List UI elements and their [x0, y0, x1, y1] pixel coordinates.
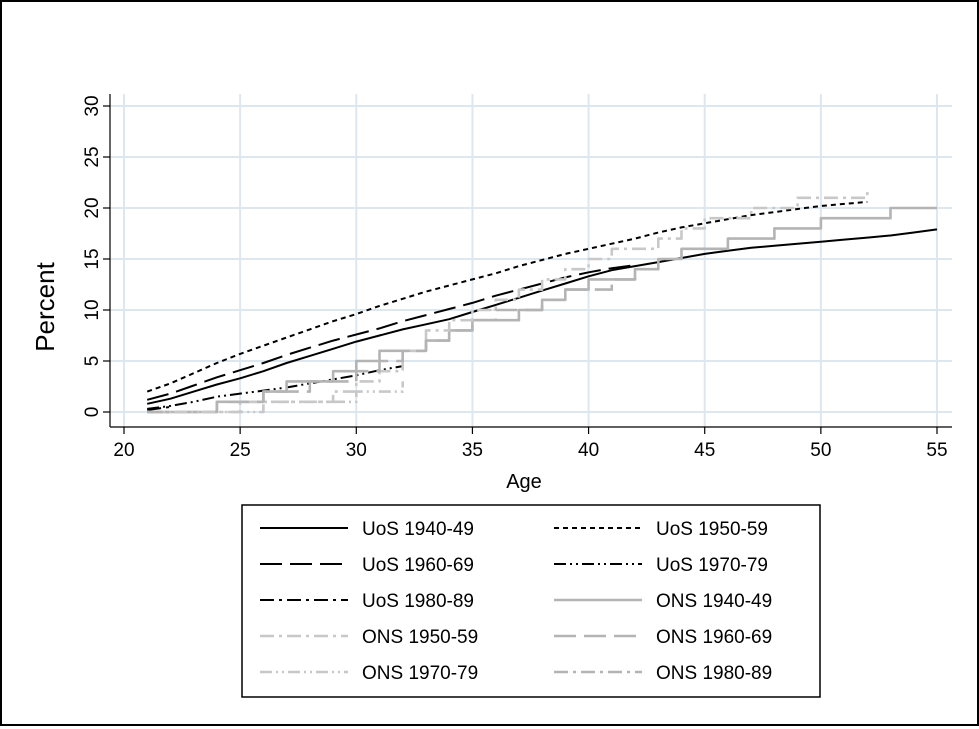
x-tick-label: 40 [578, 440, 599, 461]
y-tick-label: 15 [82, 248, 103, 269]
series-line-ons-1960-69 [147, 269, 637, 414]
y-tick-label: 10 [82, 299, 103, 320]
series-line-uos-1940-49 [146, 228, 938, 405]
y-tick-label: 0 [82, 407, 103, 418]
series-line-ons-1950-59 [147, 187, 869, 414]
x-axis-label: Age [506, 471, 542, 493]
legend-label: ONS 1950-59 [362, 627, 478, 648]
y-tick-label: 25 [82, 146, 103, 167]
grid-lines [110, 94, 952, 427]
y-axis-label: Percent [30, 261, 60, 351]
x-ticks: 20 25 30 35 40 45 50 55 [113, 427, 948, 461]
series-line-ons-1970-79 [147, 381, 405, 414]
x-tick-label: 25 [230, 440, 251, 461]
legend-label: UoS 1960-69 [362, 555, 474, 576]
y-tick-label: 5 [82, 356, 103, 367]
series-line-uos-1960-69 [146, 264, 636, 401]
axes [109, 94, 952, 428]
series-line-uos-1950-59 [146, 200, 868, 393]
x-tick-label: 35 [462, 440, 483, 461]
x-tick-label: 50 [810, 440, 831, 461]
legend: UoS 1940-49 UoS 1950-59 UoS 1960-69 UoS 197… [241, 504, 821, 698]
y-ticks: 0 5 10 15 20 25 30 [82, 95, 110, 417]
series-line-uos-1970-79 [147, 365, 403, 410]
legend-label: UoS 1970-79 [656, 555, 768, 576]
legend-label: UoS 1950-59 [656, 519, 768, 540]
legend-label: ONS 1940-49 [656, 591, 772, 612]
y-tick-label: 20 [82, 197, 103, 218]
legend-label: ONS 1970-79 [362, 663, 478, 684]
x-tick-label: 20 [113, 440, 134, 461]
series-line-uos-1980-89 [147, 405, 171, 411]
x-tick-label: 45 [694, 440, 715, 461]
legend-box [241, 504, 821, 698]
legend-label: ONS 1980-89 [656, 663, 772, 684]
series-lines [146, 187, 938, 414]
x-tick-label: 55 [926, 440, 947, 461]
y-tick-label: 30 [82, 95, 103, 116]
x-tick-label: 30 [346, 440, 367, 461]
legend-label: ONS 1960-69 [656, 627, 772, 648]
legend-label: UoS 1940-49 [362, 519, 474, 540]
legend-label: UoS 1980-89 [362, 591, 474, 612]
